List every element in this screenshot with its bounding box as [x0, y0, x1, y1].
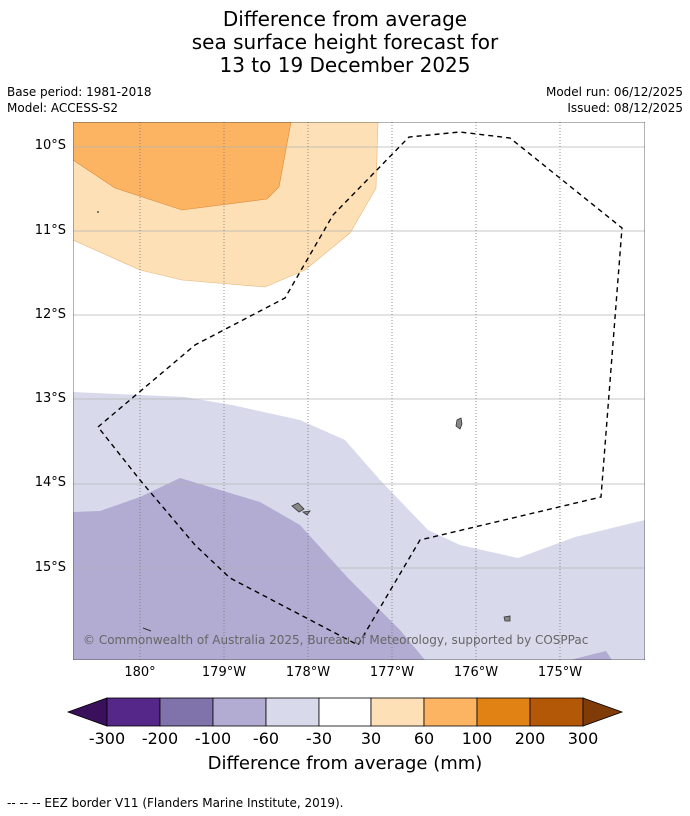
colorbar-max-arrow [582, 697, 624, 727]
lat-label-12s: 12°S [34, 307, 66, 322]
island-wallis-small [301, 510, 311, 516]
colorbar-bin-9 [529, 697, 584, 727]
small-islet [97, 211, 99, 213]
copyright-notice: © Commonwealth of Australia 2025, Bureau… [83, 633, 589, 647]
region-minus100-minus60-bottom-right [570, 651, 612, 660]
colorbar-tick-6: 60 [413, 729, 435, 748]
lon-label-178w: 178°W [285, 665, 331, 680]
island-east [455, 417, 463, 430]
title-line-3: 13 to 19 December 2025 [219, 53, 471, 77]
metadata-left: Base period: 1981-2018 Model: ACCESS-S2 [7, 84, 152, 116]
colorbar-bin-1 [106, 697, 161, 727]
colorbar-tick-4: -30 [305, 729, 333, 748]
island-south [503, 615, 511, 622]
island-southwest [142, 627, 152, 632]
colorbar-tick-7: 100 [461, 729, 493, 748]
colorbar-bin-4 [265, 697, 320, 727]
lat-label-14s: 14°S [34, 475, 66, 490]
region-100-200 [73, 122, 292, 211]
lon-label-176w: 176°W [453, 665, 499, 680]
colorbar-tick-5: 30 [360, 729, 382, 748]
lon-label-175w: 175°W [537, 665, 583, 680]
lon-label-177w: 177°W [369, 665, 415, 680]
latitude-gridlines [73, 146, 645, 569]
title-line-2: sea surface height forecast for [191, 30, 499, 54]
model-run: Model run: 06/12/2025 [545, 85, 683, 99]
lat-label-13s: 13°S [34, 391, 66, 406]
colorbar-bin-5 [318, 697, 372, 727]
colorbar-bin-8 [476, 697, 531, 727]
eez-footnote: -- -- -- EEZ border V11 (Flanders Marine… [7, 796, 344, 810]
colorbar-tick-1: -200 [141, 729, 179, 748]
metadata-right: Model run: 06/12/2025 Issued: 08/12/2025 [546, 84, 683, 116]
colorbar-tick-8: 200 [514, 729, 546, 748]
map-title: Difference from average sea surface heig… [0, 8, 690, 77]
colorbar-tick-3: -60 [252, 729, 280, 748]
region-minus100-minus60 [73, 478, 425, 660]
colorbar-bin-7 [423, 697, 478, 727]
colorbar-tick-9: 300 [567, 729, 599, 748]
colorbar-tick-0: -300 [88, 729, 126, 748]
base-period: Base period: 1981-2018 [7, 85, 152, 99]
issued-date: Issued: 08/12/2025 [567, 101, 683, 115]
lat-label-10s: 10°S [34, 138, 66, 153]
lon-label-179w: 179°W [201, 665, 247, 680]
colorbar-tick-2: -100 [194, 729, 232, 748]
colorbar-bin-6 [370, 697, 425, 727]
colorbar-min-arrow [66, 697, 108, 727]
map-panel [73, 122, 645, 660]
lat-label-15s: 15°S [34, 560, 66, 575]
eez-border [97, 131, 623, 646]
lon-label-180: 180° [124, 665, 156, 680]
model-name: Model: ACCESS-S2 [7, 101, 119, 115]
colorbar-title: Difference from average (mm) [207, 753, 483, 774]
colorbar-bin-3 [212, 697, 267, 727]
lat-label-11s: 11°S [34, 223, 66, 238]
colorbar-bin-2 [159, 697, 214, 727]
colorbar [66, 697, 624, 727]
island-wallis [291, 502, 305, 513]
title-line-1: Difference from average [222, 7, 468, 31]
